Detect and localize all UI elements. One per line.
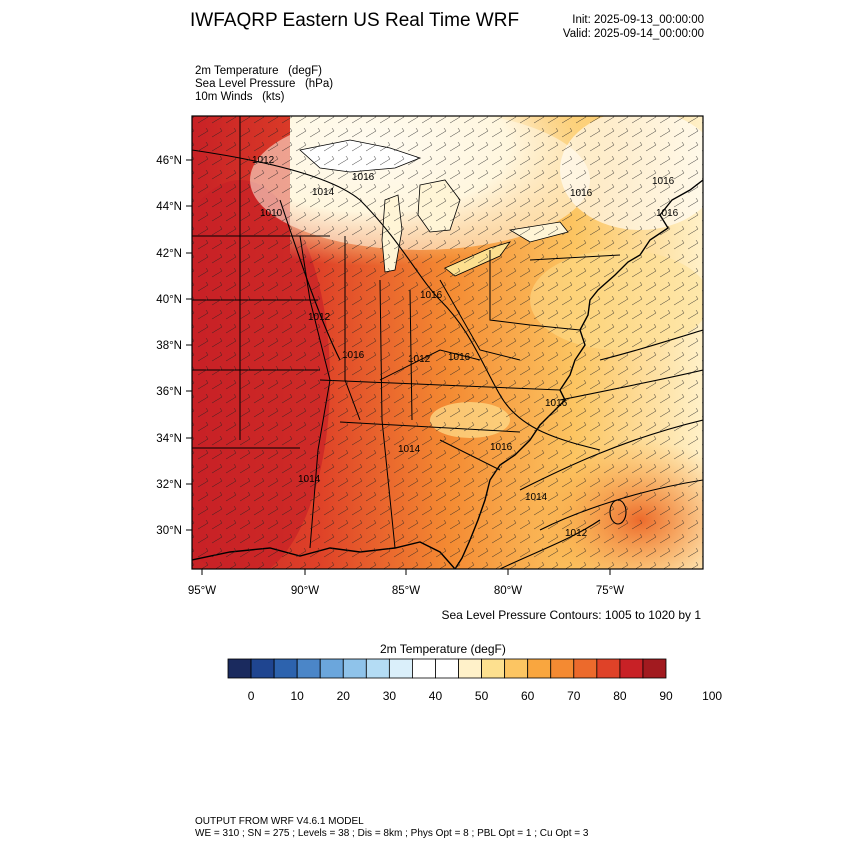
colorbar-swatch <box>458 658 482 679</box>
contour-label: 1016 <box>570 188 593 199</box>
contour-label: 1016 <box>652 176 675 187</box>
field-pressure: Sea Level Pressure (hPa) <box>195 78 334 90</box>
colorbar-label: 80 <box>613 689 627 703</box>
colorbar-swatch <box>504 658 529 679</box>
init-time: Init: 2025-09-13_00:00:00 <box>572 14 704 26</box>
wind-barbs <box>192 116 703 569</box>
colorbar-title: 2m Temperature (degF) <box>380 642 506 656</box>
contour-label: 1016 <box>545 398 568 409</box>
temperature-colorbar: 0 10 20 30 40 50 60 70 80 90 100 <box>227 658 722 703</box>
colorbar-swatch <box>319 658 344 679</box>
colorbar-swatch <box>388 658 413 679</box>
field-temperature: 2m Temperature (degF) <box>195 65 322 77</box>
colorbar-swatch <box>435 658 459 679</box>
contour-label: 1012 <box>308 312 331 323</box>
colorbar-swatch <box>412 658 436 679</box>
colorbar-label: 30 <box>383 689 397 703</box>
contour-label: 1016 <box>420 290 443 301</box>
colorbar-label: 50 <box>475 689 489 703</box>
colorbar-swatch <box>573 658 598 679</box>
contour-label: 1014 <box>398 444 421 455</box>
lon-tick-label: 95°W <box>188 585 216 597</box>
colorbar-swatch <box>550 658 575 679</box>
contour-label: 1012 <box>252 155 275 166</box>
colorbar-label: 100 <box>702 689 722 703</box>
contour-label: 1014 <box>525 492 548 503</box>
lat-tick-label: 44°N <box>156 201 182 213</box>
lat-tick-label: 34°N <box>156 433 182 445</box>
colorbar-label: 60 <box>521 689 535 703</box>
lon-tick-label: 80°W <box>494 585 522 597</box>
contour-label: 1014 <box>312 187 335 198</box>
colorbar-label: 20 <box>337 689 351 703</box>
footer-config: WE = 310 ; SN = 275 ; Levels = 38 ; Dis … <box>195 828 589 839</box>
colorbar-swatch <box>527 658 552 679</box>
longitude-axis: 95°W 90°W 85°W 80°W 75°W <box>188 569 624 597</box>
lon-tick-label: 75°W <box>596 585 624 597</box>
chart-title: IWFAQRP Eastern US Real Time WRF <box>190 10 520 31</box>
contour-label: 1016 <box>656 208 679 219</box>
colorbar-swatch <box>250 658 275 679</box>
lat-tick-label: 32°N <box>156 479 182 491</box>
map-panel: 1012 1014 1016 1010 1012 1016 1016 1012 … <box>192 116 703 569</box>
valid-time: Valid: 2025-09-14_00:00:00 <box>562 28 704 40</box>
colorbar-swatch <box>642 658 667 679</box>
contour-note: Sea Level Pressure Contours: 1005 to 102… <box>441 608 702 622</box>
lon-tick-label: 90°W <box>291 585 319 597</box>
contour-label: 1016 <box>342 350 365 361</box>
lat-tick-label: 36°N <box>156 386 182 398</box>
lat-tick-label: 38°N <box>156 340 182 352</box>
contour-label: 1010 <box>260 208 283 219</box>
contour-label: 1016 <box>352 172 375 183</box>
lon-tick-label: 85°W <box>392 585 420 597</box>
contour-label: 1012 <box>565 528 588 539</box>
colorbar-swatch <box>365 658 390 679</box>
colorbar-swatch <box>342 658 367 679</box>
colorbar-label: 10 <box>290 689 304 703</box>
footer-model: OUTPUT FROM WRF V4.6.1 MODEL <box>195 816 364 827</box>
colorbar-label: 0 <box>248 689 255 703</box>
lat-tick-label: 40°N <box>156 294 182 306</box>
map-frame <box>191 115 704 570</box>
latitude-axis: 46°N 44°N 42°N 40°N 38°N 36°N 34°N 32°N 30°N <box>156 155 192 537</box>
colorbar-label: 70 <box>567 689 581 703</box>
contour-labels: 1012 1014 1016 1010 1012 1016 1016 1012 … <box>252 155 679 539</box>
colorbar-label: 90 <box>659 689 673 703</box>
contour-label: 1012 <box>408 354 431 365</box>
colorbar-swatch <box>619 658 644 679</box>
colorbar-swatch <box>296 658 321 679</box>
colorbar-swatch <box>596 658 621 679</box>
contour-label: 1014 <box>298 474 321 485</box>
contour-label: 1016 <box>490 442 513 453</box>
lat-tick-label: 46°N <box>156 155 182 167</box>
colorbar-swatch <box>227 658 252 679</box>
lat-tick-label: 30°N <box>156 525 182 537</box>
contour-label: 1016 <box>448 352 471 363</box>
colorbar-label: 40 <box>429 689 443 703</box>
field-winds: 10m Winds (kts) <box>195 91 285 103</box>
lat-tick-label: 42°N <box>156 248 182 260</box>
colorbar-swatch <box>273 658 298 679</box>
colorbar-swatch <box>481 658 506 679</box>
